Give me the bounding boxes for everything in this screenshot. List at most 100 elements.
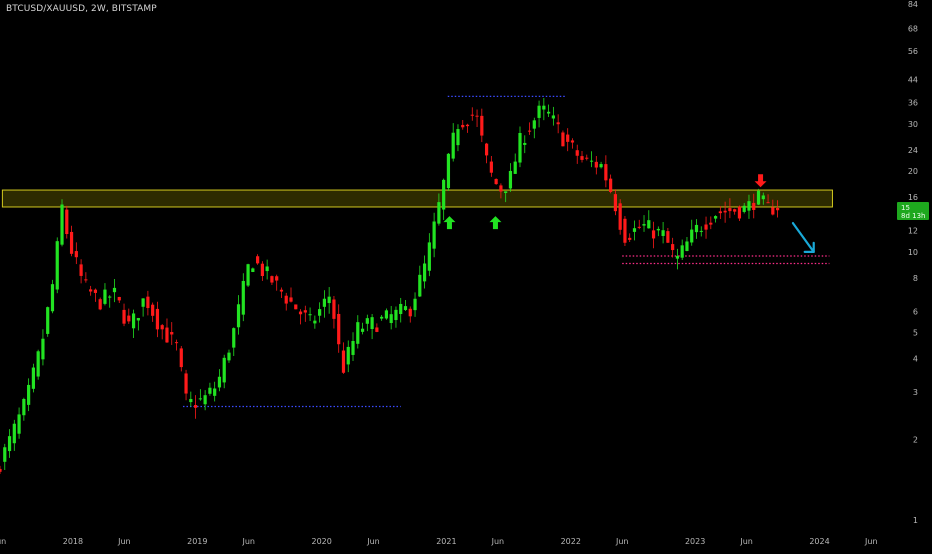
- candle-up: [360, 322, 365, 335]
- candle-body: [465, 124, 470, 127]
- x-tick-label: 2018: [63, 537, 83, 546]
- candle-body: [427, 242, 431, 271]
- candle-up: [251, 267, 255, 273]
- candle-up: [203, 390, 207, 411]
- candle-up: [399, 297, 403, 323]
- candle-up: [31, 363, 35, 393]
- candle-up: [213, 381, 217, 402]
- candle-body: [256, 256, 260, 264]
- candle-body: [327, 296, 331, 304]
- candle-body: [112, 287, 117, 293]
- x-tick-label: 2024: [809, 537, 829, 546]
- candle-up: [632, 220, 637, 241]
- candle-body: [666, 231, 670, 243]
- candle-down: [193, 395, 198, 419]
- candle-down: [609, 174, 613, 194]
- candle-body: [527, 130, 532, 132]
- candle-down: [0, 465, 2, 475]
- candle-body: [470, 114, 474, 116]
- candle-body: [775, 207, 780, 211]
- candle-down: [728, 198, 732, 219]
- candle-body: [613, 194, 617, 212]
- candle-up: [642, 215, 646, 232]
- candle-down: [375, 323, 379, 333]
- candle-down: [174, 339, 179, 351]
- x-tick-label: 2023: [685, 537, 705, 546]
- candle-up: [422, 255, 427, 289]
- candle-up: [685, 236, 689, 252]
- candle-body: [22, 399, 26, 416]
- candle-body: [771, 207, 775, 215]
- candle-body: [489, 161, 493, 173]
- candle-down: [155, 301, 160, 338]
- candle-up: [394, 306, 398, 328]
- candle-body: [60, 204, 64, 245]
- candle-body: [270, 276, 274, 283]
- candle-body: [632, 228, 637, 232]
- candle-up: [41, 329, 45, 366]
- candle-up: [523, 135, 527, 154]
- candle-up: [432, 212, 436, 258]
- candle-down: [289, 287, 293, 303]
- y-tick-label: 3: [913, 388, 918, 397]
- candle-up: [508, 163, 513, 192]
- candle-body: [499, 185, 503, 192]
- x-tick-label: 2019: [187, 537, 207, 546]
- candle-up: [599, 161, 603, 169]
- candle-body: [108, 296, 112, 298]
- candle-body: [675, 256, 680, 259]
- y-tick-label: 44: [908, 75, 918, 84]
- candle-up: [513, 153, 517, 175]
- candle-body: [298, 311, 303, 315]
- candle-body: [694, 224, 699, 233]
- candle-body: [308, 314, 312, 316]
- candle-body: [446, 153, 451, 189]
- candle-down: [284, 292, 288, 311]
- candle-body: [537, 105, 541, 118]
- candle-up: [12, 419, 16, 451]
- candle-body: [575, 150, 579, 156]
- candle-body: [547, 111, 551, 114]
- x-tick-label: Jun: [241, 537, 255, 546]
- candle-body: [680, 245, 684, 258]
- candle-down: [461, 120, 465, 130]
- candle-body: [69, 231, 74, 254]
- candle-body: [213, 388, 217, 396]
- y-tick-label: 16: [908, 193, 918, 202]
- candle-body: [756, 190, 761, 205]
- candle-body: [542, 105, 546, 110]
- y-tick-label: 8: [913, 274, 918, 283]
- candle-body: [360, 328, 365, 332]
- candle-up: [413, 292, 417, 317]
- candle-body: [203, 395, 207, 405]
- candle-up: [112, 278, 117, 303]
- candle-up: [131, 309, 136, 339]
- candle-body: [31, 367, 35, 389]
- candle-down: [618, 199, 622, 235]
- candle-down: [294, 304, 298, 310]
- candle-body: [74, 251, 78, 258]
- candle-up: [442, 178, 446, 220]
- candle-up: [27, 378, 31, 412]
- candle-down: [613, 189, 617, 216]
- candle-body: [179, 348, 183, 368]
- candle-up: [103, 283, 107, 306]
- candle-up: [747, 194, 751, 219]
- candle-down: [303, 305, 307, 322]
- candle-body: [332, 299, 336, 319]
- candle-body: [184, 373, 188, 394]
- candle-up: [756, 188, 761, 206]
- candle-down: [84, 272, 88, 283]
- candle-body: [589, 160, 594, 162]
- candle-body: [432, 221, 436, 249]
- candle-body: [141, 298, 145, 307]
- candle-up: [208, 382, 212, 396]
- candle-down: [298, 309, 303, 325]
- candle-up: [241, 273, 245, 322]
- candle-body: [236, 304, 241, 328]
- candle-down: [117, 296, 121, 304]
- candle-down: [637, 219, 641, 230]
- candle-body: [208, 387, 212, 394]
